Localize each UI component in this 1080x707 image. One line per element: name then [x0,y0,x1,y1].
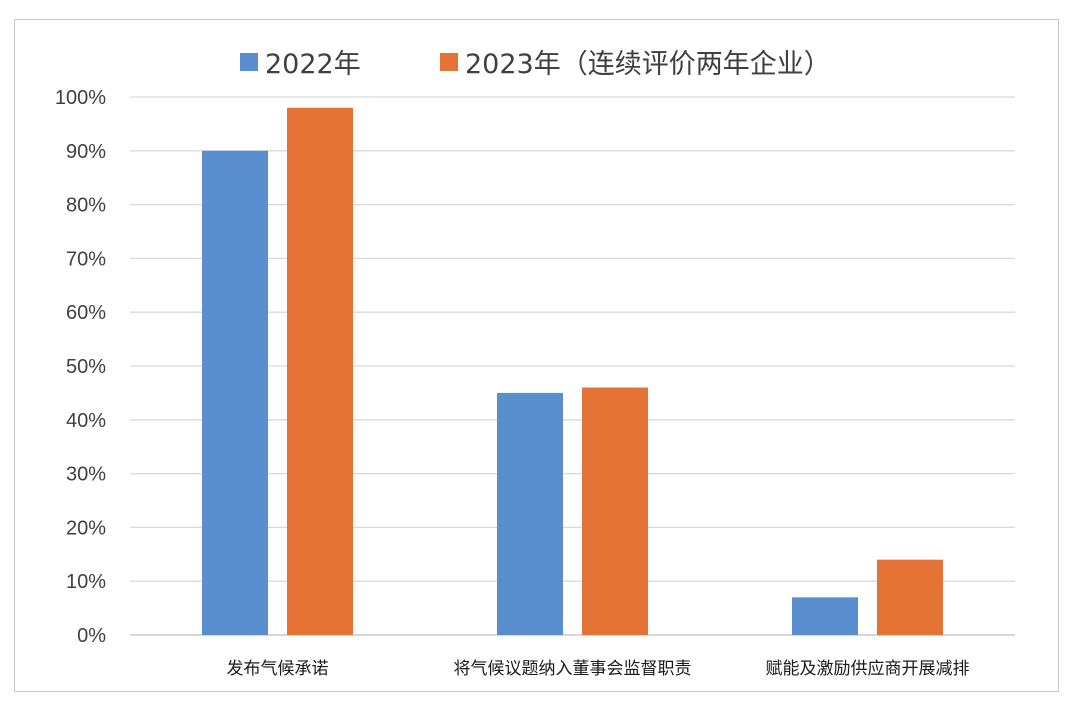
y-tick-label: 70% [66,248,106,270]
x-axis-categories: 发布气候承诺 将气候议题纳入董事会监督职责 赋能及激励供应商开展减排 [227,659,970,679]
legend-label: 2023年（连续评价两年企业） [465,49,831,80]
y-tick-label: 90% [66,141,106,163]
x-category-label: 赋能及激励供应商开展减排 [766,659,970,679]
gridlines [130,96,1015,636]
legend-label: 2022年 [265,49,361,80]
bar-2022-0 [202,150,268,636]
legend-swatch [240,53,258,71]
y-axis-ticks: 0% 10% 20% 30% 40% 50% 60% 70% 80% 90% 100% [55,87,106,647]
legend-swatch [440,53,458,71]
bar-2023-1 [582,387,648,635]
x-category-label: 将气候议题纳入董事会监督职责 [454,659,692,679]
y-tick-label: 10% [66,571,106,593]
bars [202,107,943,636]
y-tick-label: 100% [55,87,106,109]
bar-2023-2 [877,559,943,635]
bar-2023-0 [287,107,353,635]
y-tick-label: 40% [66,410,106,432]
y-tick-label: 80% [66,195,106,217]
x-category-label: 发布气候承诺 [227,659,329,679]
bar-2022-1 [497,392,563,635]
y-tick-label: 0% [77,625,106,647]
y-tick-label: 30% [66,464,106,486]
bar-2022-2 [792,597,858,635]
legend: 2022年 2023年（连续评价两年企业） [240,49,831,80]
y-tick-label: 60% [66,302,106,324]
y-tick-label: 50% [66,356,106,378]
y-tick-label: 20% [66,517,106,539]
